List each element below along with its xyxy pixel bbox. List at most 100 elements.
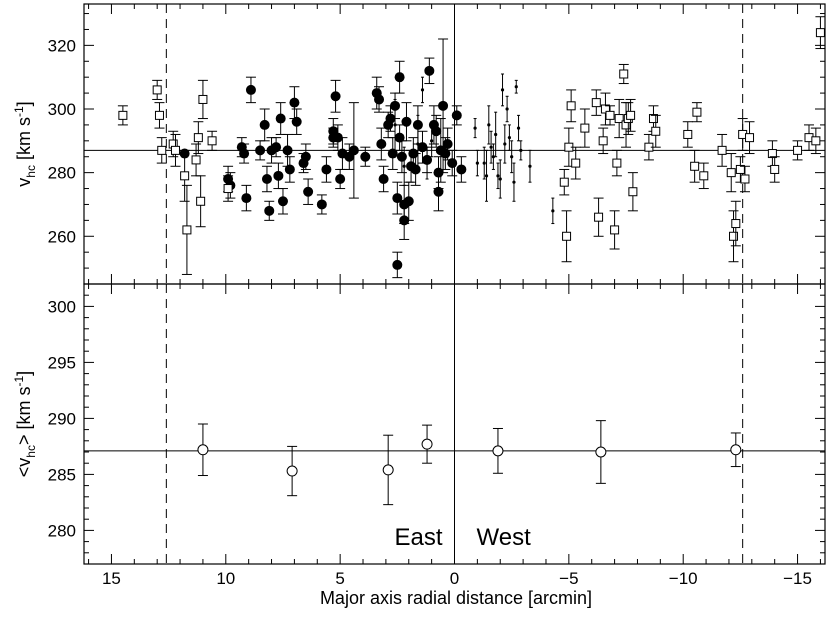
data-point-filled-circle: [330, 91, 341, 102]
data-point-filled-circle: [239, 148, 250, 159]
data-point-open-square: [566, 101, 576, 111]
data-point-filled-circle: [401, 116, 412, 127]
data-point-small-dot: [416, 142, 420, 146]
x-tick-label: 0: [450, 569, 459, 588]
data-point-open-square: [690, 161, 700, 171]
data-point-filled-circle: [456, 164, 467, 175]
data-point-small-dot: [473, 126, 477, 130]
x-tick-label: −15: [783, 569, 812, 588]
top-y-tick-label: 300: [48, 100, 76, 119]
data-point-open-square: [699, 171, 709, 181]
top-y-tick-label: 320: [48, 36, 76, 55]
data-point-open-square: [692, 107, 702, 117]
data-point-open-square: [610, 225, 620, 235]
data-point-open-square: [152, 85, 162, 95]
data-point-filled-circle: [360, 151, 371, 162]
data-point-filled-circle: [273, 170, 284, 181]
data-point-filled-circle: [271, 142, 282, 153]
top-y-axis-title-part: -1: [12, 106, 26, 117]
x-tick-label: 15: [102, 569, 121, 588]
data-point-open-square: [651, 126, 661, 136]
data-point-open-circle: [730, 444, 742, 456]
data-point-small-dot: [491, 155, 495, 159]
data-point-open-square: [580, 123, 590, 133]
data-point-small-dot: [430, 139, 434, 143]
data-point-open-square: [731, 219, 741, 229]
data-point-small-dot: [393, 123, 397, 127]
bottom-y-axis-title-part: hc: [24, 445, 38, 458]
data-point-open-square: [735, 164, 745, 174]
data-point-filled-circle: [321, 164, 332, 175]
x-tick-label: 10: [216, 569, 235, 588]
data-point-filled-circle: [241, 193, 252, 204]
data-point-open-square: [729, 231, 739, 241]
x-tick-label: 5: [335, 569, 344, 588]
data-point-open-circle: [197, 444, 209, 456]
bottom-y-tick-label: 300: [48, 297, 76, 316]
data-point-filled-circle: [348, 145, 359, 156]
data-point-filled-circle: [431, 126, 442, 137]
data-point-open-square: [770, 164, 780, 174]
data-point-filled-circle: [376, 139, 387, 149]
data-point-open-square: [614, 114, 624, 124]
top-y-axis-title-part: v: [14, 178, 34, 187]
bottom-y-axis-title: <vhc> [km s-1]: [12, 371, 38, 477]
data-point-open-square: [191, 155, 201, 165]
data-point-open-square: [598, 136, 608, 146]
data-point-filled-circle: [392, 193, 403, 204]
data-point-small-dot: [489, 145, 493, 149]
data-point-open-square: [562, 231, 572, 241]
data-point-small-dot: [519, 148, 523, 152]
data-point-filled-circle: [433, 186, 444, 197]
bottom-panel: 15 10 5 0 −5 −10 −15 280 285 290 295 300 <vhc> [km s…: [12, 283, 826, 588]
data-point-filled-circle: [291, 116, 302, 127]
data-point-open-square: [207, 136, 217, 146]
data-point-filled-circle: [264, 205, 275, 216]
top-y-axis-title-part: hc: [24, 165, 38, 178]
top-y-axis-title-part: [km s: [14, 117, 34, 165]
bottom-y-tick-label: 280: [48, 521, 76, 540]
data-point-filled-circle: [335, 174, 346, 184]
data-point-open-circle: [595, 446, 607, 458]
data-point-filled-circle: [374, 94, 385, 105]
annotation-west: West: [477, 524, 532, 551]
data-point-open-square: [648, 114, 658, 124]
data-point-open-square: [605, 110, 615, 120]
data-point-small-dot: [510, 155, 514, 159]
data-point-small-dot: [425, 161, 429, 165]
data-point-open-square: [118, 110, 128, 120]
data-point-filled-circle: [451, 110, 462, 121]
data-point-small-dot: [505, 107, 509, 111]
data-point-filled-circle: [438, 100, 449, 111]
data-point-small-dot: [514, 85, 518, 89]
data-point-filled-circle: [277, 196, 288, 207]
data-point-filled-circle: [378, 174, 389, 184]
data-point-filled-circle: [447, 158, 458, 169]
data-point-open-square: [591, 98, 601, 108]
data-point-filled-circle: [284, 164, 295, 175]
data-point-small-dot: [494, 132, 498, 137]
data-point-open-square: [626, 110, 636, 120]
data-point-small-dot: [500, 88, 505, 92]
data-point-filled-circle: [303, 186, 314, 197]
top-panel: 260 280 300 320 vhc [km s-1]: [12, 3, 826, 285]
data-point-filled-circle: [259, 119, 270, 130]
data-point-filled-circle: [261, 174, 272, 184]
data-point-small-dot: [516, 126, 521, 130]
data-point-filled-circle: [442, 139, 453, 149]
data-point-small-dot: [503, 142, 507, 146]
bottom-y-axis-title-part: <v: [14, 458, 34, 478]
data-point-open-square: [745, 133, 755, 143]
data-point-small-dot: [551, 209, 555, 213]
data-point-filled-circle: [394, 72, 405, 83]
data-point-small-dot: [482, 161, 486, 165]
x-axis-title: Major axis radial distance [arcmin]: [320, 588, 592, 608]
annotation-east: East: [394, 524, 442, 551]
data-point-filled-circle: [300, 151, 311, 162]
data-point-filled-circle: [394, 132, 405, 143]
data-point-small-dot: [420, 88, 425, 92]
x-tick-label: −10: [669, 569, 698, 588]
data-point-open-square: [559, 177, 569, 187]
data-point-small-dot: [475, 161, 479, 165]
bottom-y-tick-label: 295: [48, 353, 76, 372]
